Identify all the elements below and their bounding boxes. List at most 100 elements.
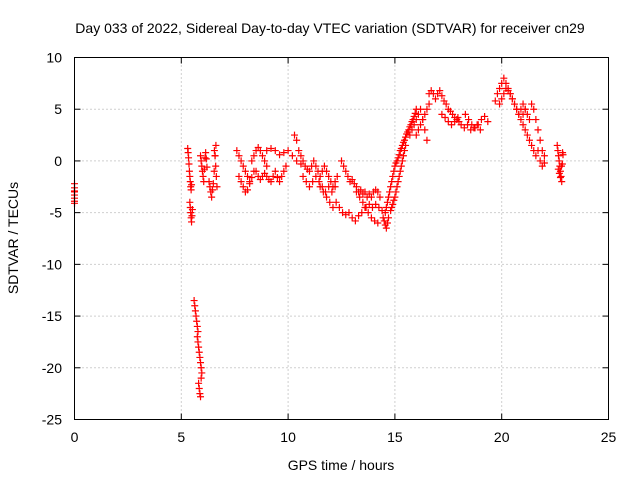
data-point	[325, 172, 333, 180]
data-point	[244, 186, 252, 194]
data-point	[188, 206, 196, 214]
data-point	[269, 172, 277, 180]
data-point	[421, 126, 429, 134]
data-point	[368, 203, 376, 211]
data-point	[491, 97, 499, 105]
data-point	[201, 154, 209, 162]
y-tick-label: -25	[42, 412, 62, 428]
data-point	[188, 181, 196, 189]
data-point	[239, 183, 247, 191]
data-point	[210, 147, 218, 155]
data-point	[471, 124, 479, 132]
data-point	[417, 121, 425, 129]
data-point	[191, 307, 199, 315]
data-point	[190, 297, 198, 305]
data-point	[203, 163, 211, 171]
data-point	[438, 110, 446, 118]
data-point	[305, 183, 313, 191]
data-point	[305, 167, 313, 175]
data-point	[195, 343, 203, 351]
data-point	[295, 147, 303, 155]
data-point	[358, 209, 366, 217]
data-point	[374, 188, 382, 196]
y-tick-label: -15	[42, 308, 62, 324]
data-point	[328, 188, 336, 196]
x-tick-label: 5	[177, 429, 185, 445]
data-point	[280, 167, 288, 175]
data-point	[364, 209, 372, 217]
data-point	[299, 172, 307, 180]
data-point	[468, 121, 476, 129]
data-point	[394, 178, 402, 186]
data-point	[477, 116, 485, 124]
data-point	[411, 109, 419, 117]
data-point	[359, 198, 367, 206]
data-point	[263, 162, 271, 170]
data-point	[258, 152, 266, 160]
data-point	[267, 145, 275, 153]
data-point	[333, 172, 341, 180]
data-point	[271, 147, 279, 155]
data-point	[332, 198, 340, 206]
data-point	[423, 105, 431, 113]
data-point	[248, 157, 256, 165]
data-point	[195, 384, 203, 392]
data-point	[559, 149, 567, 157]
data-point	[374, 219, 382, 227]
data-point	[310, 157, 318, 165]
data-point	[252, 167, 260, 175]
data-point	[331, 183, 339, 191]
data-point	[250, 152, 258, 160]
data-point	[399, 152, 407, 160]
data-point	[293, 136, 301, 144]
x-tick-labels: 0 5 10 15 20 25	[71, 429, 617, 445]
data-point	[383, 219, 391, 227]
data-point	[517, 116, 525, 124]
data-point	[233, 147, 241, 155]
data-point	[312, 172, 320, 180]
data-point	[500, 90, 508, 98]
data-point	[361, 188, 369, 196]
data-point	[454, 113, 462, 121]
data-point	[421, 110, 429, 118]
axis-ticks	[74, 57, 609, 420]
data-point	[212, 141, 220, 149]
data-point	[390, 196, 398, 204]
data-point	[351, 217, 359, 225]
y-tick-labels: 10 5 0 -5 -10 -15 -20 -25	[42, 50, 62, 428]
data-point	[534, 126, 542, 134]
data-point	[197, 364, 205, 372]
data-point	[401, 147, 409, 155]
data-point	[276, 178, 284, 186]
data-point	[528, 141, 536, 149]
data-point	[388, 203, 396, 211]
data-point	[299, 157, 307, 165]
data-point	[484, 118, 492, 126]
data-point	[209, 180, 217, 188]
data-point	[188, 218, 196, 226]
data-point	[388, 178, 396, 186]
data-point	[237, 157, 245, 165]
data-point	[196, 353, 204, 361]
data-point	[348, 214, 356, 222]
data-point	[335, 203, 343, 211]
data-point	[461, 110, 469, 118]
data-point	[451, 118, 459, 126]
data-point	[406, 131, 414, 139]
data-point	[554, 165, 562, 173]
data-point	[384, 214, 392, 222]
data-point	[278, 172, 286, 180]
data-point	[338, 157, 345, 165]
data-point	[536, 136, 544, 144]
data-point	[431, 95, 439, 103]
data-point	[555, 152, 563, 160]
data-point	[261, 157, 269, 165]
data-point	[357, 186, 365, 194]
data-point	[387, 207, 395, 215]
data-point	[282, 162, 290, 170]
data-point	[280, 149, 288, 157]
data-point	[419, 116, 427, 124]
data-point	[196, 390, 204, 398]
data-point	[392, 188, 400, 196]
data-point	[390, 167, 398, 175]
